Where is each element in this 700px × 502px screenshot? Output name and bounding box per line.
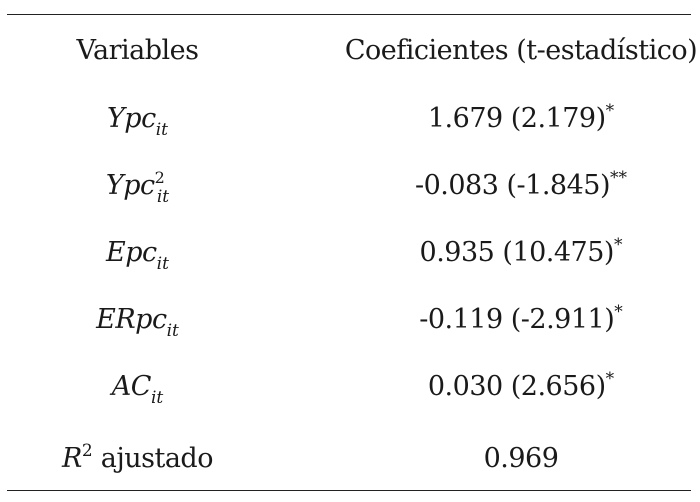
significance-mark: *	[605, 369, 615, 389]
header-coefficients: Coeficientes (t-estadístico)	[344, 35, 698, 66]
coefficient-value: 0.935 (10.475)	[419, 237, 615, 268]
table-row-coefficient: 0.935 (10.475)*	[315, 237, 700, 268]
variable-name: AC	[111, 371, 152, 402]
variable-label-rest: ajustado	[92, 443, 214, 474]
table-row-coefficient: -0.119 (-2.911)*	[315, 304, 700, 335]
significance-mark: *	[613, 235, 623, 255]
variable-name: ERpc	[96, 304, 167, 335]
header-variables: Variables	[76, 35, 199, 66]
significance-mark: *	[605, 101, 615, 121]
variable-superscript: 2	[154, 168, 165, 187]
variable-superscript: 2	[81, 441, 93, 461]
table-row-variable: ACit	[0, 371, 275, 407]
variable-subscript: it	[155, 120, 168, 140]
coefficient-value: 0.969	[483, 443, 559, 474]
table-row-variable: Epcit	[0, 237, 275, 273]
variable-name: Ypc	[105, 170, 155, 201]
table-row-variable: Ypcit	[0, 103, 275, 139]
coefficient-value: -0.119 (-2.911)	[419, 304, 615, 335]
table-row-variable: R2 ajustado	[0, 443, 275, 474]
significance-mark: *	[614, 302, 623, 322]
variable-subscript: it	[156, 187, 170, 207]
table-bottom-rule	[7, 490, 691, 491]
table-row-variable: Ypc2it	[0, 170, 275, 206]
table-row-coefficient: 0.030 (2.656)*	[315, 371, 700, 402]
variable-subscript: it	[150, 388, 164, 408]
coefficient-value: 0.030 (2.656)	[427, 371, 606, 402]
variable-name: Ypc	[106, 103, 156, 134]
table-top-rule	[7, 14, 691, 15]
table-row-coefficient: -0.083 (-1.845)**	[315, 170, 700, 201]
table-row-coefficient: 1.679 (2.179)*	[315, 103, 700, 134]
significance-mark: **	[610, 168, 627, 188]
variable-subscript: it	[166, 321, 179, 341]
variable-name: Epc	[106, 237, 157, 268]
table-row-coefficient: 0.969	[315, 445, 700, 472]
coefficient-value: -0.083 (-1.845)	[415, 170, 611, 201]
coefficient-value: 1.679 (2.179)	[427, 103, 606, 134]
variable-subscript: it	[156, 254, 169, 274]
variable-name: R	[62, 443, 82, 474]
table-row-variable: ERpcit	[0, 304, 275, 340]
